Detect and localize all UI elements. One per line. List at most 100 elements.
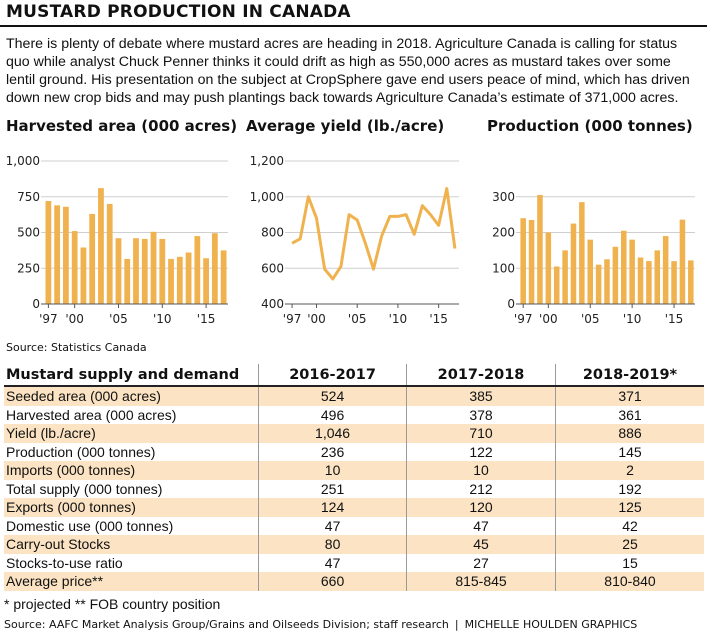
chart-title-production: Production (000 tonnes) (487, 117, 693, 135)
bar (71, 231, 78, 304)
bar (537, 194, 543, 304)
x-tick-label: '05 (109, 312, 128, 326)
column-header: 2018-2019* (555, 364, 704, 387)
table-cell: 120 (406, 498, 556, 517)
bar (662, 236, 669, 304)
x-tick-label: '00 (307, 312, 326, 326)
bar (637, 257, 644, 304)
table-cell: 47 (258, 516, 407, 535)
bar (646, 261, 652, 304)
table-cell: 378 (406, 405, 556, 424)
table-cell: 27 (406, 553, 556, 572)
y-tick-label: 750 (17, 190, 40, 204)
bar (211, 233, 218, 304)
y-tick-label: 500 (17, 226, 40, 240)
table-row: Production (000 tonnes) 236 122 145 (4, 442, 704, 461)
table-cell: 47 (406, 516, 556, 535)
x-tick-label: '05 (348, 312, 367, 326)
table-cell: 660 (258, 572, 407, 591)
y-tick-label: 250 (17, 261, 40, 275)
bar (654, 250, 661, 304)
intro-paragraph: There is plenty of debate where mustard … (6, 36, 690, 106)
x-tick-label: '10 (623, 312, 642, 326)
bar (545, 232, 552, 304)
table-row: Stocks-to-use ratio 47 27 15 (4, 553, 704, 572)
row-label: Domestic use (000 tonnes) (6, 517, 174, 534)
table-row: Exports (000 tonnes) 124 120 125 (4, 498, 704, 517)
bar (570, 223, 577, 304)
credit-separator: | (454, 618, 459, 631)
bar (54, 205, 61, 304)
bar (141, 238, 148, 304)
x-tick-label: '15 (197, 312, 216, 326)
x-tick-label: '05 (581, 312, 600, 326)
column-header: 2016-2017 (258, 364, 407, 387)
bar (587, 239, 594, 304)
table-cell: 1,046 (258, 424, 407, 443)
bar (80, 247, 87, 304)
bar (150, 231, 157, 304)
x-tick-label: '10 (389, 312, 408, 326)
bar (220, 250, 227, 304)
table-header-row: Mustard supply and demand 2016-2017 2017… (4, 364, 704, 387)
bar (98, 188, 104, 304)
table-row: Seeded area (000 acres) 524 385 371 (4, 386, 704, 406)
bar (562, 250, 568, 304)
y-tick-label: 1,000 (250, 190, 284, 204)
table-row: Total supply (000 tonnes) 251 212 192 (4, 479, 704, 498)
table-cell: 236 (258, 442, 407, 461)
table-cell: 710 (406, 424, 556, 443)
x-tick-label: '97 (514, 312, 533, 326)
row-label: Stocks-to-use ratio (6, 554, 123, 571)
table-cell: 886 (555, 424, 704, 443)
table-cell: 124 (258, 498, 407, 517)
row-label: Average price** (4, 572, 259, 591)
table-cell: 815-845 (406, 572, 556, 591)
table-title: Mustard supply and demand (4, 364, 259, 387)
chart-source: Source: Statistics Canada (6, 341, 147, 354)
table-cell: 212 (406, 479, 556, 498)
yield-line (291, 187, 457, 281)
bar (520, 218, 526, 304)
chart-title-average-yield: Average yield (lb./acre) (246, 117, 445, 135)
production-chart: 0 100 200 300 '97 '00 '05 '10 '15 (492, 190, 695, 326)
bar (168, 258, 174, 304)
table-cell: 496 (258, 405, 407, 424)
average-yield-chart: 400 600 800 1,000 1,200 '97 '00 '05 '10 '15 (250, 154, 459, 326)
bar (194, 236, 201, 304)
bar (553, 266, 560, 304)
bar (595, 264, 602, 304)
table-row: Imports (000 tonnes) 10 10 2 (4, 461, 704, 480)
table-cell: 810-840 (555, 572, 704, 591)
row-label: Exports (000 tonnes) (4, 498, 259, 517)
table-row: Average price** 660 815-845 810-840 (4, 572, 704, 591)
row-label: Yield (lb./acre) (4, 424, 259, 443)
supply-demand-table: Mustard supply and demand 2016-2017 2017… (4, 364, 704, 591)
bar (629, 239, 635, 304)
row-label: Total supply (000 tonnes) (6, 480, 163, 497)
table-cell: 145 (555, 442, 704, 461)
y-tick-label: 1,200 (250, 154, 284, 168)
y-tick-label: 400 (261, 297, 284, 311)
chart-title-harvested-area: Harvested area (000 acres) (6, 117, 238, 135)
y-tick-label: 300 (492, 190, 515, 204)
table-cell: 361 (555, 405, 704, 424)
row-label: Harvested area (000 acres) (6, 406, 177, 423)
table-cell: 80 (258, 535, 407, 554)
table-cell: 10 (406, 461, 556, 480)
bar (604, 259, 610, 304)
row-label: Carry-out Stocks (4, 535, 259, 554)
y-tick-label: 800 (261, 226, 284, 240)
table-row: Yield (lb./acre) 1,046 710 886 (4, 424, 704, 443)
bar (620, 230, 627, 304)
table-cell: 47 (258, 553, 407, 572)
bar (671, 261, 677, 304)
y-tick-label: 0 (32, 297, 40, 311)
x-tick-label: '15 (665, 312, 684, 326)
table-cell: 42 (555, 516, 704, 535)
table-cell: 2 (555, 461, 704, 480)
table-cell: 125 (555, 498, 704, 517)
bar (45, 201, 52, 304)
table-cell: 15 (555, 553, 704, 572)
bar (133, 238, 139, 304)
